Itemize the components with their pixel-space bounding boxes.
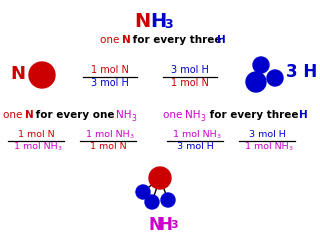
Text: 3: 3 <box>289 146 293 151</box>
Text: 3: 3 <box>58 146 62 151</box>
Circle shape <box>29 62 55 88</box>
Text: N: N <box>25 110 34 120</box>
Text: one: one <box>100 35 123 45</box>
Text: 3: 3 <box>170 220 178 230</box>
Text: 3 H: 3 H <box>286 63 317 81</box>
Text: 1 mol N: 1 mol N <box>90 142 126 151</box>
Text: N: N <box>148 216 162 234</box>
Text: 1 mol NH: 1 mol NH <box>245 142 289 151</box>
Text: N: N <box>134 12 150 31</box>
Text: N: N <box>122 35 131 45</box>
Text: 1 mol NH: 1 mol NH <box>14 142 58 151</box>
Circle shape <box>246 72 266 92</box>
Circle shape <box>149 167 171 189</box>
Text: NH: NH <box>185 110 201 120</box>
Circle shape <box>161 193 175 207</box>
Text: 3 mol H: 3 mol H <box>91 78 129 88</box>
Text: 3: 3 <box>130 134 134 139</box>
Text: 3 mol H: 3 mol H <box>249 130 285 139</box>
Text: H: H <box>299 110 308 120</box>
Circle shape <box>267 70 283 86</box>
Text: H: H <box>150 12 166 31</box>
Text: for every three: for every three <box>129 35 225 45</box>
Text: H: H <box>158 216 172 234</box>
Text: 3 mol H: 3 mol H <box>171 65 209 75</box>
Text: 3 mol H: 3 mol H <box>177 142 213 151</box>
Circle shape <box>253 57 269 73</box>
Text: 3: 3 <box>200 114 205 123</box>
Text: 3: 3 <box>217 134 221 139</box>
Circle shape <box>145 195 159 209</box>
Circle shape <box>136 185 150 199</box>
Text: 1 mol N: 1 mol N <box>18 130 54 139</box>
Text: 1 mol N: 1 mol N <box>171 78 209 88</box>
Text: one: one <box>3 110 26 120</box>
Text: for every three: for every three <box>206 110 302 120</box>
Text: one: one <box>163 110 186 120</box>
Text: 3: 3 <box>131 114 136 123</box>
Text: NH: NH <box>116 110 132 120</box>
Text: 1 mol N: 1 mol N <box>91 65 129 75</box>
Text: 1 mol NH: 1 mol NH <box>173 130 217 139</box>
Text: N: N <box>10 65 25 83</box>
Text: for every one: for every one <box>32 110 118 120</box>
Text: H: H <box>217 35 226 45</box>
Text: 3: 3 <box>164 18 172 31</box>
Text: 1 mol NH: 1 mol NH <box>86 130 130 139</box>
